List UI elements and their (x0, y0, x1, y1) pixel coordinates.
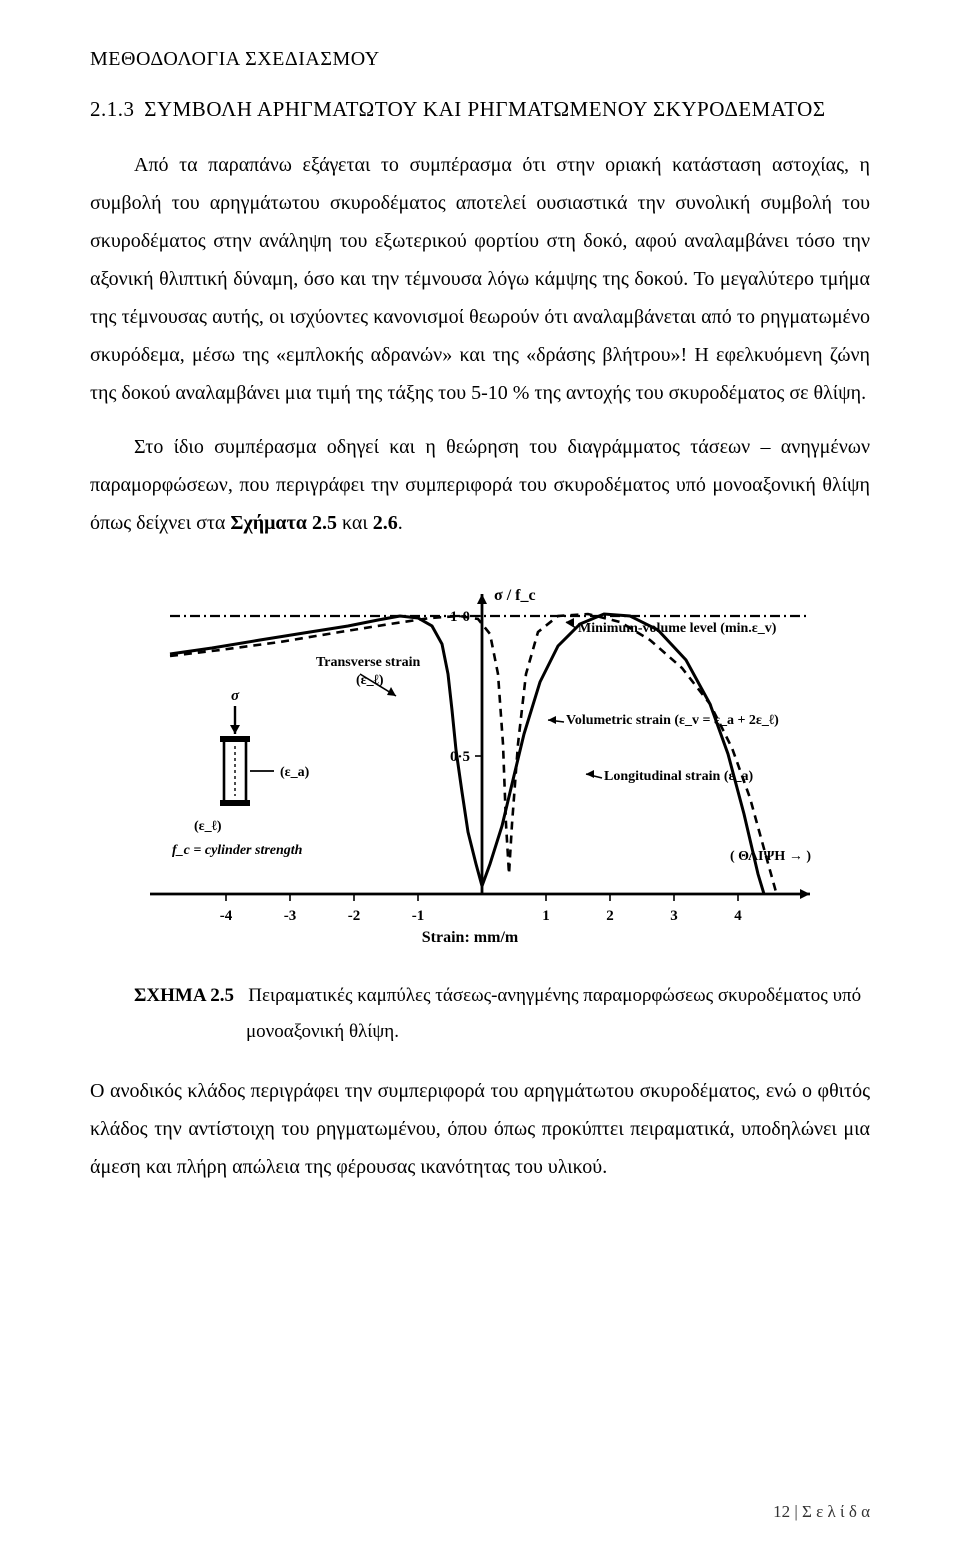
ref-fig-26: 2.6 (373, 512, 398, 534)
svg-text:σ: σ (231, 688, 240, 704)
svg-text:Longitudinal strain (ε_a): Longitudinal strain (ε_a) (604, 769, 753, 784)
svg-text:-1: -1 (412, 908, 425, 924)
paragraph-2: Στο ίδιο συμπέρασμα οδηγεί και η θεώρηση… (90, 428, 870, 542)
section-title: ΣΥΜΒΟΛΗ ΑΡΗΓΜΑΤΩΤΟΥ ΚΑΙ ΡΗΓΜΑΤΩΜΕΝΟΥ ΣΚΥ… (144, 97, 825, 121)
page-number: 12 | Σ ε λ ί δ α (773, 1502, 870, 1522)
running-header: ΜΕΘΟΔΟΛΟΓΙΑ ΣΧΕΔΙΑΣΜΟΥ (90, 48, 870, 71)
svg-text:4: 4 (734, 908, 742, 924)
svg-text:-4: -4 (220, 908, 233, 924)
svg-text:-2: -2 (348, 908, 361, 924)
svg-text:( ΘΛΙΨΗ → ): ( ΘΛΙΨΗ → ) (730, 849, 811, 864)
svg-text:Volumetric strain (ε_v = ε_a +: Volumetric strain (ε_v = ε_a + 2ε_ℓ) (566, 713, 779, 728)
page-root: ΜΕΘΟΔΟΛΟΓΙΑ ΣΧΕΔΙΑΣΜΟΥ 2.1.3 ΣΥΜΒΟΛΗ ΑΡΗ… (0, 0, 960, 1552)
paragraph-2c: και (337, 512, 373, 534)
svg-text:f_c = cylinder strength: f_c = cylinder strength (172, 843, 303, 858)
ref-fig-25: Σχήματα 2.5 (230, 512, 337, 534)
figure-caption-line2: μονοαξονική θλίψη. (134, 1014, 870, 1050)
svg-text:(ε_ℓ): (ε_ℓ) (356, 673, 384, 688)
svg-text:1: 1 (542, 908, 550, 924)
svg-text:-3: -3 (284, 908, 297, 924)
paragraph-2e: . (398, 512, 403, 534)
figure-2-5: σ / f_cStrain: mm/m -4-3-2-112340·51·0 σ… (90, 564, 870, 964)
svg-text:(ε_ℓ): (ε_ℓ) (194, 819, 222, 834)
section-number: 2.1.3 (90, 97, 135, 121)
figure-caption-line1: Πειραματικές καμπύλες τάσεως-ανηγμένης π… (248, 985, 861, 1006)
svg-text:Strain: mm/m: Strain: mm/m (422, 929, 519, 946)
svg-text:Transverse strain: Transverse strain (316, 655, 421, 670)
paragraph-3: Ο ανοδικός κλάδος περιγράφει την συμπερι… (90, 1072, 870, 1186)
stress-strain-chart: σ / f_cStrain: mm/m -4-3-2-112340·51·0 σ… (110, 564, 850, 964)
section-heading: 2.1.3 ΣΥΜΒΟΛΗ ΑΡΗΓΜΑΤΩΤΟΥ ΚΑΙ ΡΗΓΜΑΤΩΜΕΝ… (90, 97, 870, 122)
svg-text:(ε_a): (ε_a) (280, 765, 310, 780)
svg-text:0·5: 0·5 (450, 749, 470, 765)
paragraph-2a: Στο ίδιο συμπέρασμα οδηγεί και η θεώρηση… (90, 436, 870, 534)
figure-caption-lead: ΣΧΗΜΑ 2.5 (134, 985, 234, 1006)
svg-text:3: 3 (670, 908, 678, 924)
svg-text:2: 2 (606, 908, 614, 924)
paragraph-1: Από τα παραπάνω εξάγεται το συμπέρασμα ό… (90, 146, 870, 412)
figure-caption: ΣΧΗΜΑ 2.5 Πειραματικές καμπύλες τάσεως-α… (90, 978, 870, 1050)
svg-text:σ / f_c: σ / f_c (494, 587, 536, 604)
svg-text:Minimum-volume level (min.ε_v): Minimum-volume level (min.ε_v) (578, 621, 777, 636)
